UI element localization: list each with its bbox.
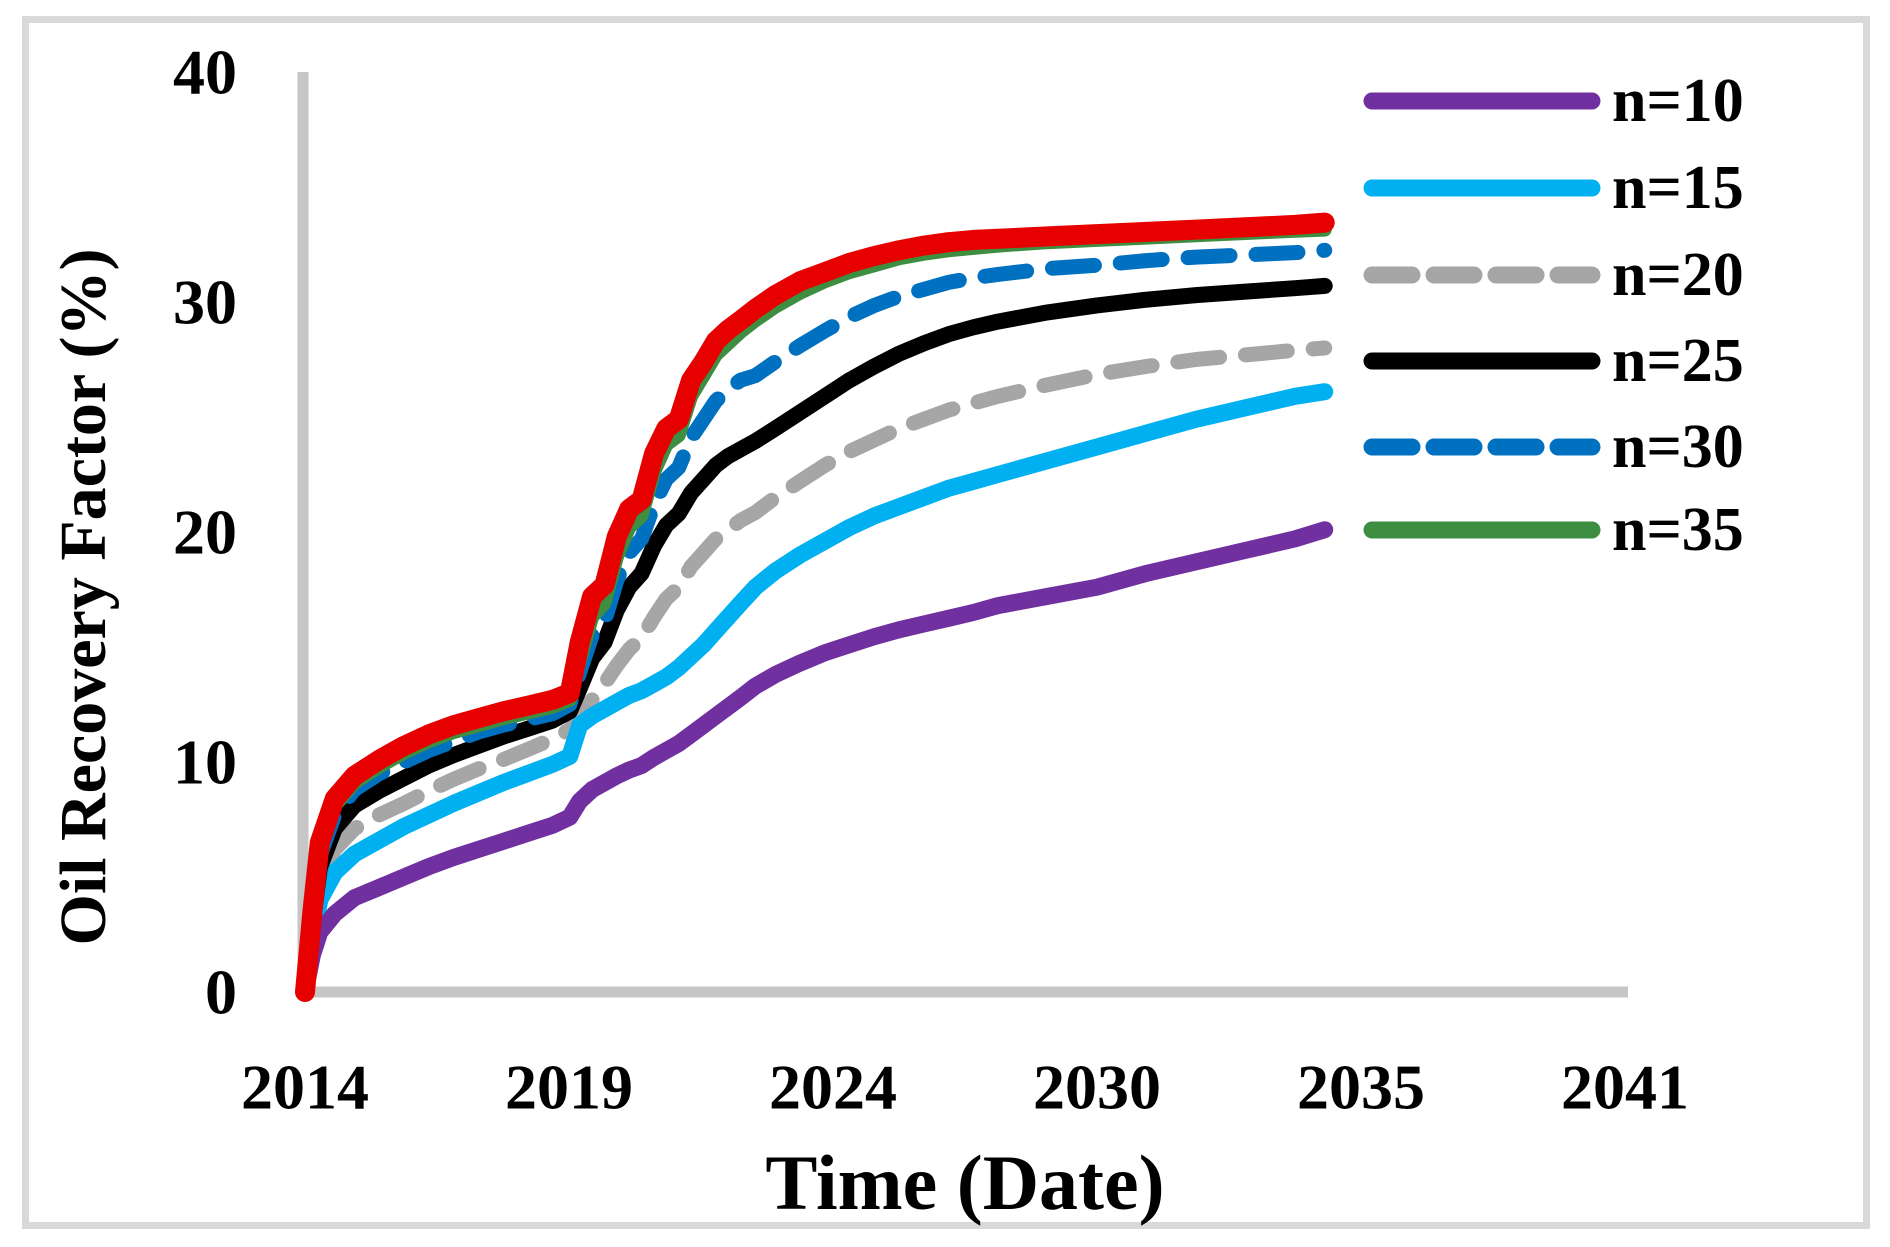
x-axis-title: Time (Date)	[765, 1139, 1165, 1226]
series-line-unlabeled-red	[295, 212, 1335, 1002]
legend-label-n10: n=10	[1612, 67, 1744, 135]
y-tick-label: 30	[173, 267, 237, 338]
y-tick-label: 20	[173, 497, 237, 568]
series-line-n10	[296, 521, 1334, 1001]
legend-label-n20: n=20	[1612, 241, 1744, 309]
x-tick-label: 2030	[1033, 1052, 1161, 1123]
legend-label-n30: n=30	[1612, 413, 1744, 481]
y-axis-title: Oil Recovery Factor (%)	[47, 248, 120, 946]
x-tick-label: 2024	[769, 1052, 897, 1123]
x-tick-label: 2035	[1297, 1052, 1425, 1123]
series-line-n30	[297, 242, 1333, 1000]
legend-label-n15: n=15	[1612, 154, 1744, 222]
x-tick-label: 2019	[505, 1052, 633, 1123]
chart-border	[22, 16, 1870, 1229]
series-line-n25	[297, 277, 1333, 1000]
x-tick-label: 2014	[241, 1052, 369, 1123]
series-line-n20	[297, 340, 1333, 1000]
legend-label-n35: n=35	[1612, 496, 1744, 564]
series-line-n15	[296, 383, 1334, 1001]
y-tick-label: 0	[205, 957, 237, 1028]
legend-label-n25: n=25	[1612, 327, 1744, 395]
y-tick-label: 10	[173, 727, 237, 798]
x-tick-label: 2041	[1561, 1052, 1689, 1123]
y-tick-label: 40	[173, 37, 237, 108]
